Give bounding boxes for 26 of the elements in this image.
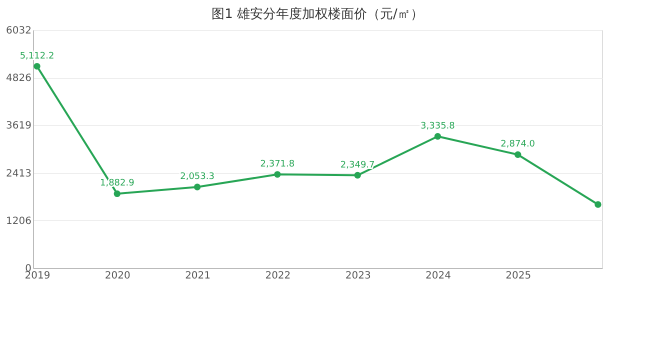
x-tick-label: 2021: [185, 270, 211, 282]
point: [434, 133, 442, 140]
data-label: 3,335.8: [420, 121, 456, 132]
data-label: 2,349.7: [340, 160, 375, 170]
y-tick-label: 3619: [6, 120, 32, 132]
data-label: 2,874.0: [500, 140, 536, 150]
data-label: 5,112.2: [20, 51, 54, 62]
y-tick-label: 6032: [6, 26, 32, 36]
point: [274, 171, 281, 178]
point: [594, 201, 602, 208]
point: [114, 190, 120, 198]
x-tick-label: 2023: [345, 270, 371, 282]
y-tick-label: 2413: [6, 168, 32, 180]
y-tick-label: 4826: [6, 73, 32, 84]
data-label: 2,053.3: [180, 172, 214, 182]
point: [34, 62, 40, 70]
x-tick-label: 2025: [506, 270, 532, 282]
chart-title: 图1 雄安分年度加权楼面价（元/㎡）: [212, 6, 424, 22]
x-tick-label: 2024: [425, 270, 451, 282]
y-tick-label: 1206: [6, 216, 32, 227]
x-tick-label: 2022: [265, 270, 291, 282]
point: [514, 151, 522, 158]
data-label: 2,371.8: [260, 159, 295, 170]
x-tick-label: 2020: [104, 270, 130, 282]
point: [354, 172, 361, 179]
point: [194, 184, 201, 190]
